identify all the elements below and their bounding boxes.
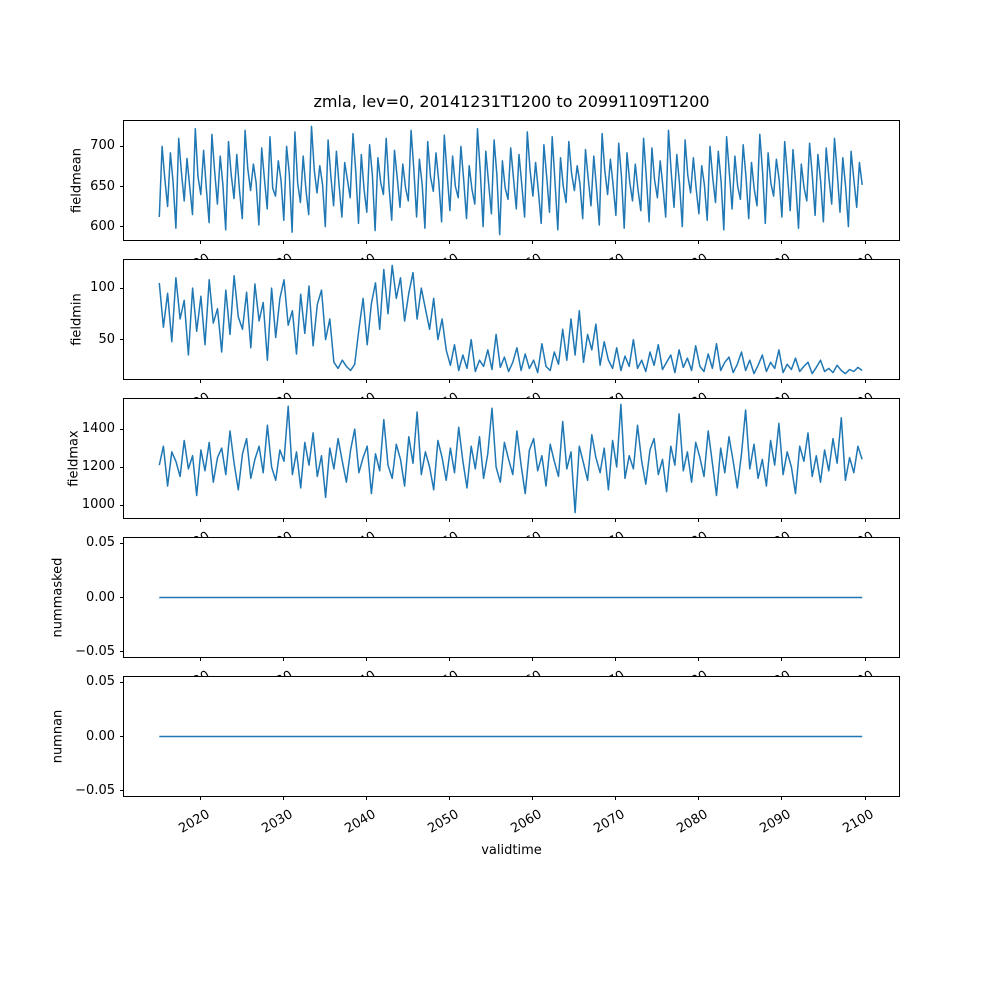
x-tick-mark: [366, 657, 368, 661]
line-series-fieldmin: [158, 264, 863, 375]
x-tick-mark: [698, 796, 700, 800]
x-tick-mark: [532, 379, 534, 383]
y-tick-label: 0.05: [86, 674, 115, 690]
x-tick-mark: [449, 796, 451, 800]
y-tick-mark: [120, 466, 124, 468]
x-tick-mark: [283, 379, 285, 383]
x-tick-mark: [200, 379, 202, 383]
x-tick-mark: [283, 796, 285, 800]
y-tick-mark: [120, 790, 124, 792]
y-tick-mark: [120, 145, 124, 147]
y-tick-label: 1000: [81, 497, 115, 512]
y-tick-mark: [120, 597, 124, 598]
axes-fieldmean: [123, 120, 900, 241]
y-tick-label: 100: [90, 280, 115, 296]
x-tick-mark: [200, 657, 202, 661]
x-tick-mark: [366, 240, 368, 244]
x-tick-mark: [864, 240, 866, 244]
x-tick-mark: [532, 657, 534, 661]
y-tick-mark: [120, 504, 124, 506]
y-tick-label: 0.05: [86, 535, 115, 551]
x-tick-label: 2030: [259, 807, 296, 837]
y-tick-mark: [120, 428, 124, 430]
x-tick-mark: [698, 240, 700, 244]
x-tick-mark: [781, 379, 783, 383]
y-tick-mark: [120, 681, 124, 683]
y-tick-label: 700: [90, 138, 115, 154]
x-tick-mark: [532, 518, 534, 522]
y-tick-mark: [120, 339, 124, 341]
x-tick-mark: [698, 657, 700, 661]
x-tick-mark: [615, 796, 617, 800]
x-tick-mark: [449, 379, 451, 383]
y-tick-label: 650: [90, 178, 115, 194]
x-tick-mark: [200, 518, 202, 522]
x-tick-mark: [864, 796, 866, 800]
x-tick-mark: [615, 379, 617, 383]
x-tick-mark: [449, 240, 451, 244]
y-tick-label: −0.05: [75, 782, 115, 798]
x-tick-label: 2090: [757, 807, 794, 837]
x-tick-mark: [864, 379, 866, 383]
x-tick-mark: [200, 240, 202, 244]
line-series-nummasked: [159, 596, 863, 599]
y-axis-label-fieldmin: fieldmin: [69, 293, 85, 346]
y-tick-label: 0.00: [86, 728, 115, 744]
x-tick-mark: [283, 657, 285, 661]
y-tick-mark: [120, 736, 124, 737]
y-tick-label: 1400: [81, 421, 115, 437]
axes-numnan: [123, 676, 900, 797]
x-tick-mark: [698, 379, 700, 383]
x-tick-mark: [615, 240, 617, 244]
x-tick-mark: [449, 518, 451, 522]
x-tick-label: 2070: [591, 807, 628, 837]
x-axis-label: validtime: [481, 843, 542, 858]
x-tick-mark: [366, 796, 368, 800]
x-tick-mark: [781, 240, 783, 244]
x-tick-mark: [781, 796, 783, 800]
x-tick-mark: [366, 518, 368, 522]
axes-fieldmin: [123, 259, 900, 380]
x-tick-mark: [366, 379, 368, 383]
y-tick-label: 0.00: [86, 589, 115, 605]
x-tick-label: 2020: [176, 807, 213, 837]
y-tick-mark: [120, 226, 124, 228]
y-tick-label: 50: [98, 331, 115, 347]
y-tick-mark: [120, 186, 124, 187]
x-tick-mark: [864, 657, 866, 661]
x-tick-mark: [200, 796, 202, 800]
x-tick-mark: [864, 518, 866, 522]
x-tick-label: 2040: [342, 807, 379, 837]
chart-title: zmla, lev=0, 20141231T1200 to 20991109T1…: [313, 92, 710, 111]
x-tick-mark: [283, 518, 285, 522]
y-tick-label: 1200: [81, 459, 115, 474]
y-tick-label: −0.05: [75, 643, 115, 659]
x-tick-label: 2060: [508, 807, 545, 837]
line-series-fieldmax: [158, 403, 863, 514]
x-tick-mark: [615, 518, 617, 522]
x-tick-mark: [532, 240, 534, 244]
x-tick-mark: [698, 518, 700, 522]
x-tick-mark: [283, 240, 285, 244]
x-tick-mark: [615, 657, 617, 661]
x-tick-label: 2080: [674, 807, 711, 837]
y-tick-mark: [120, 542, 124, 544]
x-tick-label: 2050: [425, 807, 462, 837]
x-tick-label: 2100: [840, 807, 877, 837]
y-tick-mark: [120, 651, 124, 653]
line-series-fieldmean: [158, 125, 863, 236]
y-tick-label: 600: [90, 218, 115, 234]
axes-fieldmax: [123, 398, 900, 519]
axes-nummasked: [123, 537, 900, 658]
line-series-numnan: [159, 735, 863, 738]
x-tick-mark: [781, 518, 783, 522]
x-tick-mark: [532, 796, 534, 800]
y-tick-mark: [120, 287, 124, 289]
x-tick-mark: [449, 657, 451, 661]
x-tick-mark: [781, 657, 783, 661]
